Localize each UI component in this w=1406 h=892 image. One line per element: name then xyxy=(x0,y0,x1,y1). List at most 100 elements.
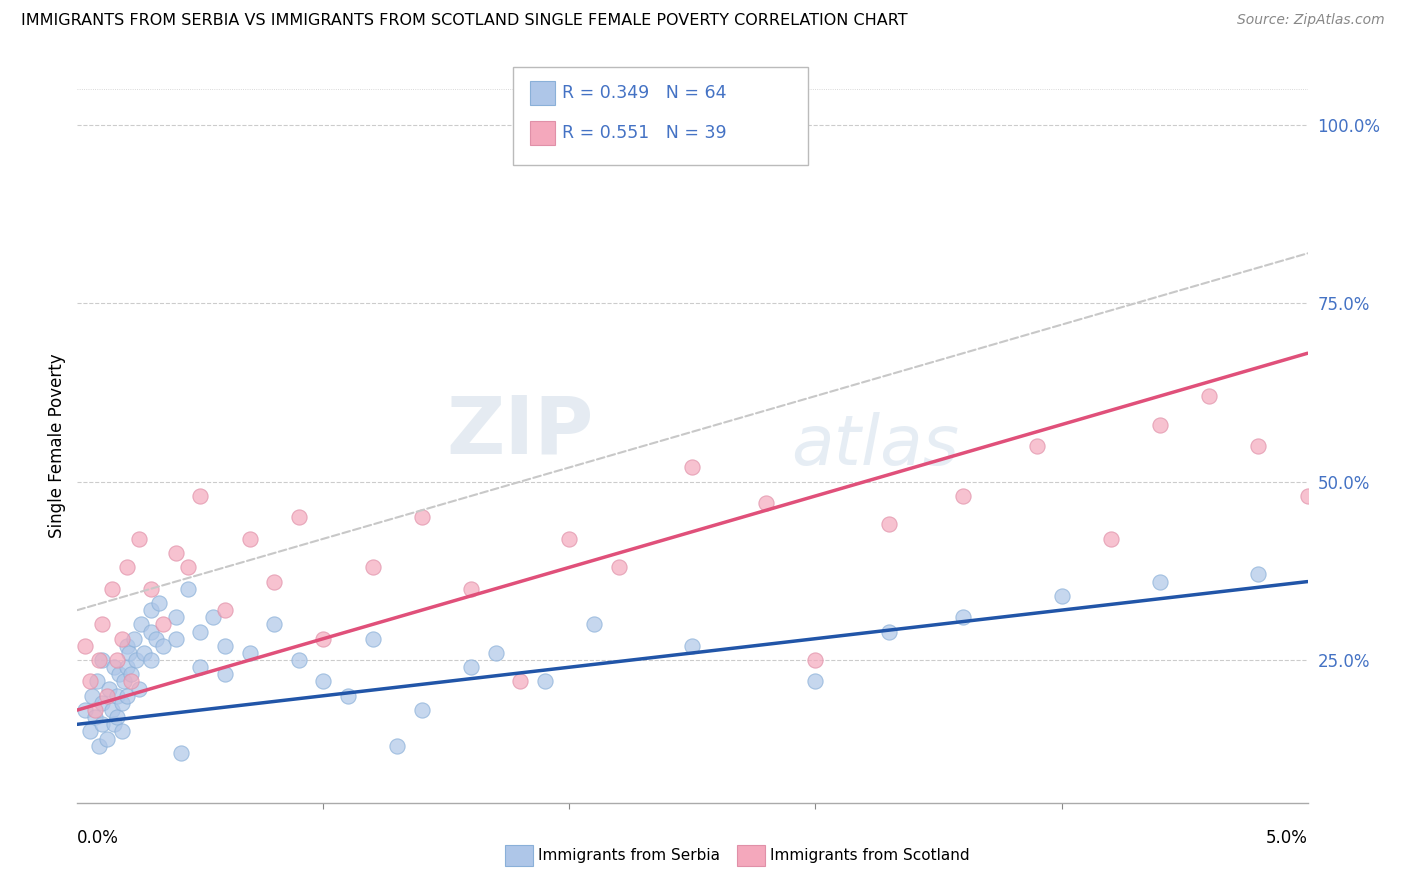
Point xyxy=(1149,417,1171,432)
Point xyxy=(121,667,143,681)
Text: atlas: atlas xyxy=(792,412,959,480)
Point xyxy=(1149,574,1171,589)
Point xyxy=(607,560,630,574)
Point xyxy=(128,532,150,546)
Point xyxy=(165,632,187,646)
Point xyxy=(509,674,531,689)
Text: Immigrants from Serbia: Immigrants from Serbia xyxy=(538,848,720,863)
Point xyxy=(141,582,163,596)
Point xyxy=(73,639,96,653)
Point xyxy=(239,532,262,546)
Point xyxy=(145,632,167,646)
Point xyxy=(214,639,236,653)
Point xyxy=(73,703,96,717)
Text: 5.0%: 5.0% xyxy=(1265,830,1308,847)
Point xyxy=(288,653,311,667)
Point xyxy=(312,674,335,689)
Point xyxy=(188,489,212,503)
Point xyxy=(90,717,114,731)
Point xyxy=(460,582,482,596)
Text: 0.0%: 0.0% xyxy=(77,830,120,847)
Point xyxy=(86,674,108,689)
Point xyxy=(115,639,138,653)
Point xyxy=(122,632,145,646)
Point xyxy=(485,646,508,660)
Point xyxy=(201,610,224,624)
Point xyxy=(152,639,174,653)
Point xyxy=(79,724,101,739)
Point xyxy=(82,689,104,703)
Point xyxy=(111,696,132,710)
Point xyxy=(112,674,135,689)
Point xyxy=(682,639,704,653)
Text: ZIP: ZIP xyxy=(447,392,595,471)
Point xyxy=(129,617,153,632)
Point xyxy=(558,532,581,546)
Point xyxy=(682,460,704,475)
Point xyxy=(879,624,901,639)
Point xyxy=(98,681,121,696)
Point xyxy=(90,617,114,632)
Point xyxy=(105,710,128,724)
Point xyxy=(263,617,285,632)
Point xyxy=(361,560,384,574)
Point xyxy=(312,632,335,646)
Text: Immigrants from Scotland: Immigrants from Scotland xyxy=(770,848,970,863)
Point xyxy=(89,653,111,667)
Point xyxy=(79,674,101,689)
Point xyxy=(103,717,125,731)
Point xyxy=(188,624,212,639)
Point xyxy=(239,646,262,660)
Point xyxy=(103,660,125,674)
Point xyxy=(1050,589,1073,603)
Point xyxy=(214,667,236,681)
Point xyxy=(105,653,128,667)
Point xyxy=(141,624,163,639)
Point xyxy=(148,596,170,610)
Point xyxy=(170,746,193,760)
Point xyxy=(118,646,141,660)
Point xyxy=(214,603,236,617)
Point xyxy=(165,546,187,560)
Point xyxy=(1296,489,1319,503)
Point xyxy=(90,653,114,667)
Point xyxy=(152,617,174,632)
Point xyxy=(263,574,285,589)
Point xyxy=(411,510,433,524)
Point xyxy=(141,603,163,617)
Point xyxy=(115,689,138,703)
Point xyxy=(132,646,155,660)
Point xyxy=(755,496,778,510)
Point xyxy=(288,510,311,524)
Point xyxy=(125,653,148,667)
Point xyxy=(115,560,138,574)
Point xyxy=(111,632,132,646)
Point xyxy=(411,703,433,717)
Text: R = 0.551   N = 39: R = 0.551 N = 39 xyxy=(562,124,727,142)
Text: Source: ZipAtlas.com: Source: ZipAtlas.com xyxy=(1237,13,1385,28)
Point xyxy=(121,674,143,689)
Point xyxy=(1099,532,1122,546)
Point xyxy=(1247,567,1270,582)
Point xyxy=(141,653,163,667)
Point xyxy=(128,681,150,696)
Point xyxy=(83,703,105,717)
Point xyxy=(460,660,482,674)
Point xyxy=(534,674,557,689)
Point xyxy=(89,739,111,753)
Point xyxy=(96,731,118,746)
Point xyxy=(101,703,124,717)
Point xyxy=(337,689,360,703)
Point xyxy=(105,689,128,703)
Point xyxy=(952,610,974,624)
Point xyxy=(879,517,901,532)
Point xyxy=(952,489,974,503)
Point xyxy=(1247,439,1270,453)
Point xyxy=(115,660,138,674)
Text: R = 0.349   N = 64: R = 0.349 N = 64 xyxy=(562,84,727,102)
Y-axis label: Single Female Poverty: Single Female Poverty xyxy=(48,354,66,538)
Point xyxy=(583,617,606,632)
Point xyxy=(188,660,212,674)
Point xyxy=(101,582,124,596)
Point xyxy=(804,674,827,689)
